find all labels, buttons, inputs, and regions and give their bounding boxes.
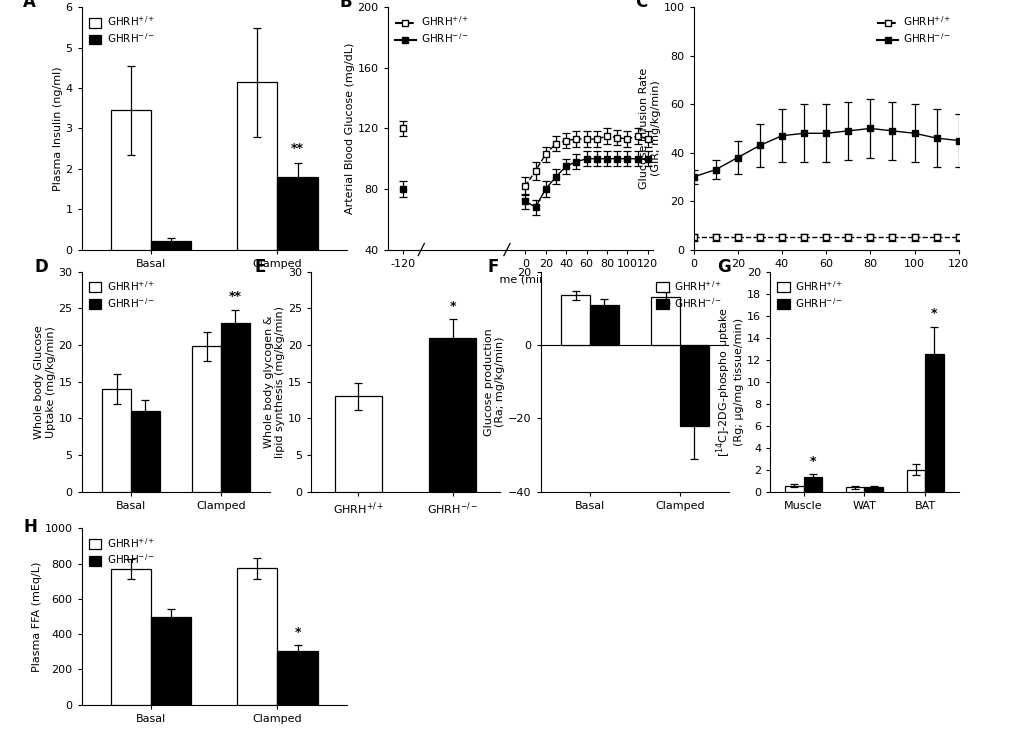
Legend: GHRH$^{+/+}$, GHRH$^{-/-}$: GHRH$^{+/+}$, GHRH$^{-/-}$ — [87, 277, 157, 312]
Text: A: A — [23, 0, 36, 11]
Bar — [680, 345, 708, 426]
Bar — [560, 296, 589, 345]
Bar — [236, 568, 277, 705]
Bar — [803, 477, 821, 492]
Text: C: C — [635, 0, 647, 11]
Bar — [650, 297, 680, 345]
Bar — [130, 411, 160, 492]
Y-axis label: Glucose production
(Ra; mg/kg/min): Glucose production (Ra; mg/kg/min) — [483, 328, 504, 435]
Y-axis label: Arterial Blood Glucose (mg/dL): Arterial Blood Glucose (mg/dL) — [344, 43, 355, 214]
Text: F: F — [487, 258, 498, 277]
Bar — [277, 177, 318, 250]
Bar — [864, 487, 881, 492]
Bar — [277, 651, 318, 705]
Bar — [192, 346, 221, 492]
Bar — [785, 486, 803, 492]
Bar — [429, 338, 476, 492]
Bar — [110, 110, 151, 250]
Text: G: G — [716, 258, 731, 277]
Bar — [102, 389, 130, 492]
Bar — [846, 487, 864, 492]
Bar — [151, 617, 192, 705]
Legend: GHRH$^{+/+}$, GHRH$^{-/-}$: GHRH$^{+/+}$, GHRH$^{-/-}$ — [774, 277, 845, 312]
Text: *: * — [294, 626, 301, 639]
X-axis label: Time (min): Time (min) — [489, 274, 550, 284]
Bar — [151, 241, 192, 250]
Text: **: ** — [228, 290, 242, 303]
Bar — [924, 354, 943, 492]
Y-axis label: Plasma Insulin (ng/ml): Plasma Insulin (ng/ml) — [53, 66, 62, 191]
Text: D: D — [35, 258, 48, 277]
Bar — [221, 323, 250, 492]
Legend: GHRH$^{+/+}$, GHRH$^{-/-}$: GHRH$^{+/+}$, GHRH$^{-/-}$ — [653, 277, 723, 312]
Bar — [334, 396, 381, 492]
Text: H: H — [23, 518, 37, 536]
X-axis label: Time (min): Time (min) — [795, 274, 856, 284]
Bar — [906, 470, 924, 492]
Legend: GHRH$^{+/+}$, GHRH$^{-/-}$: GHRH$^{+/+}$, GHRH$^{-/-}$ — [874, 12, 953, 48]
Text: *: * — [449, 299, 455, 313]
Y-axis label: Whole body glycogen &
lipid synthesis (mg/kg/min): Whole body glycogen & lipid synthesis (m… — [263, 305, 285, 458]
Legend: GHRH$^{+/+}$, GHRH$^{-/-}$: GHRH$^{+/+}$, GHRH$^{-/-}$ — [392, 12, 471, 48]
Bar — [110, 569, 151, 705]
Text: *: * — [930, 307, 936, 320]
Text: **: ** — [290, 142, 304, 156]
Text: E: E — [255, 258, 266, 277]
Y-axis label: Plasma FFA (mEq/L): Plasma FFA (mEq/L) — [32, 562, 42, 672]
Text: *: * — [809, 454, 815, 468]
Text: B: B — [339, 0, 353, 11]
Legend: GHRH$^{+/+}$, GHRH$^{-/-}$: GHRH$^{+/+}$, GHRH$^{-/-}$ — [87, 12, 157, 48]
Y-axis label: Glucose Infusion Rate
(GIR; mg/kg/min): Glucose Infusion Rate (GIR; mg/kg/min) — [639, 68, 660, 189]
Text: **: ** — [687, 373, 700, 386]
Bar — [236, 82, 277, 250]
Y-axis label: Whole body Glucose
Uptake (mg/kg/min): Whole body Glucose Uptake (mg/kg/min) — [34, 325, 56, 438]
Y-axis label: [$^{14}$C]-2DG-phospho uptake
(Rg; μg/mg tissue/min): [$^{14}$C]-2DG-phospho uptake (Rg; μg/mg… — [713, 307, 744, 457]
Legend: GHRH$^{+/+}$, GHRH$^{-/-}$: GHRH$^{+/+}$, GHRH$^{-/-}$ — [87, 534, 157, 569]
Bar — [589, 305, 619, 345]
